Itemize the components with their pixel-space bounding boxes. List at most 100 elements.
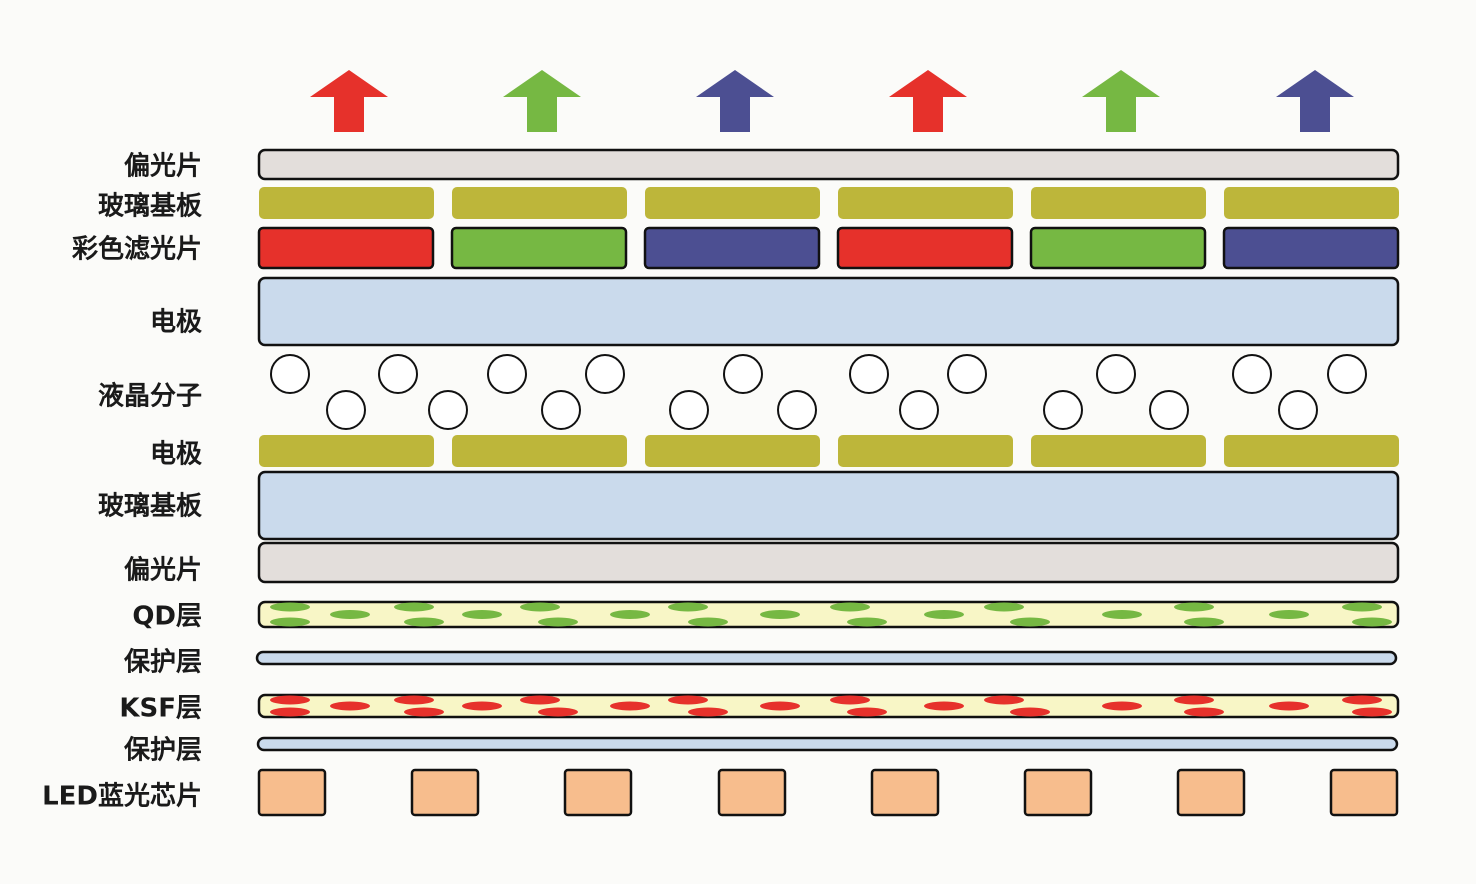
label-liquid-crystal: 液晶分子: [97, 381, 202, 412]
glass-substrate-segment: [452, 187, 627, 219]
ksf-phosphor-particle: [1174, 695, 1214, 705]
ksf-phosphor-particle: [270, 695, 310, 705]
glass-substrate-segment: [259, 187, 434, 219]
led-blue-chip: [410, 768, 480, 817]
liquid-crystal-molecule: [270, 354, 310, 394]
electrode-bottom-segment: [259, 435, 434, 467]
light-arrow-green: [503, 70, 581, 132]
ksf-phosphor-particle: [610, 701, 650, 711]
polarizer-bottom: [257, 541, 1400, 584]
polarizer-top: [257, 148, 1400, 181]
quantum-dot-particle: [1342, 602, 1382, 612]
glass-substrate-segment: [838, 187, 1013, 219]
label-glass-top: 玻璃基板: [97, 191, 202, 222]
liquid-crystal-molecule: [428, 390, 468, 430]
liquid-crystal-molecule: [669, 390, 709, 430]
light-arrow-blue: [696, 70, 774, 132]
quantum-dot-particle: [270, 602, 310, 612]
label-ksf-layer: KSF层: [119, 693, 202, 724]
label-qd-layer: QD层: [132, 601, 202, 632]
liquid-crystal-molecule: [585, 354, 625, 394]
led-blue-chip: [257, 768, 327, 817]
ksf-phosphor-particle: [1269, 701, 1309, 711]
color-filter-green: [1029, 226, 1207, 270]
ksf-phosphor-particle: [1102, 701, 1142, 711]
liquid-crystal-molecule: [541, 390, 581, 430]
quantum-dot-particle: [1269, 610, 1309, 619]
label-protect-1: 保护层: [123, 647, 202, 678]
quantum-dot-particle: [1352, 617, 1392, 627]
light-arrow-blue: [1276, 70, 1354, 132]
color-filter-red: [836, 226, 1014, 270]
quantum-dot-particle: [688, 617, 728, 627]
ksf-phosphor-particle: [404, 707, 444, 717]
ksf-phosphor-particle: [1184, 707, 1224, 717]
ksf-phosphor-particle: [830, 695, 870, 705]
label-glass-bottom: 玻璃基板: [97, 491, 202, 522]
led-blue-chip: [1176, 768, 1246, 817]
ksf-phosphor-particle: [462, 701, 502, 711]
liquid-crystal-molecule: [849, 354, 889, 394]
ksf-phosphor-particle: [270, 707, 310, 717]
glass-substrate-segment: [1224, 187, 1399, 219]
quantum-dot-particle: [924, 610, 964, 619]
quantum-dot-particle: [1010, 617, 1050, 627]
quantum-dot-particle: [830, 602, 870, 612]
liquid-crystal-molecule: [947, 354, 987, 394]
ksf-phosphor-particle: [538, 707, 578, 717]
quantum-dot-particle: [1102, 610, 1142, 619]
electrode-bottom-segment: [452, 435, 627, 467]
quantum-dot-particle: [462, 610, 502, 619]
color-filter-green: [450, 226, 628, 270]
liquid-crystal-molecule: [1327, 354, 1367, 394]
electrode-bottom-segment: [1031, 435, 1206, 467]
liquid-crystal-molecule: [378, 354, 418, 394]
quantum-dot-particle: [847, 617, 887, 627]
ksf-phosphor-particle: [847, 707, 887, 717]
quantum-dot-particle: [668, 602, 708, 612]
electrode-bottom-segment: [645, 435, 820, 467]
ksf-phosphor-particle: [924, 701, 964, 711]
ksf-phosphor-particle: [1010, 707, 1050, 717]
quantum-dot-particle: [1184, 617, 1224, 627]
electrode-bottom-segment: [838, 435, 1013, 467]
quantum-dot-particle: [404, 617, 444, 627]
color-filter-blue: [1222, 226, 1400, 270]
light-arrow-red: [889, 70, 967, 132]
protective-layer-2: [256, 736, 1399, 752]
light-arrow-green: [1082, 70, 1160, 132]
glass-substrate-bottom: [257, 470, 1400, 541]
light-arrow-red: [310, 70, 388, 132]
protective-layer-1: [255, 650, 1398, 666]
quantum-dot-particle: [394, 602, 434, 612]
liquid-crystal-molecule: [1043, 390, 1083, 430]
color-filter-blue: [643, 226, 821, 270]
label-electrode-bottom: 电极: [149, 439, 202, 470]
glass-substrate-segment: [1031, 187, 1206, 219]
label-polarizer-bottom: 偏光片: [123, 555, 202, 586]
liquid-crystal-molecule: [487, 354, 527, 394]
electrode-bottom-segment: [1224, 435, 1399, 467]
label-protect-2: 保护层: [123, 735, 202, 766]
ksf-phosphor-particle: [1342, 695, 1382, 705]
liquid-crystal-molecule: [1149, 390, 1189, 430]
led-blue-chip: [563, 768, 633, 817]
quantum-dot-particle: [984, 602, 1024, 612]
label-color-filter: 彩色滤光片: [71, 234, 202, 265]
ksf-phosphor-particle: [394, 695, 434, 705]
quantum-dot-particle: [270, 617, 310, 627]
electrode-top: [257, 276, 1400, 347]
led-blue-chip: [1329, 768, 1399, 817]
liquid-crystal-molecule: [1278, 390, 1318, 430]
liquid-crystal-molecule: [899, 390, 939, 430]
liquid-crystal-molecule: [1232, 354, 1272, 394]
quantum-dot-particle: [1174, 602, 1214, 612]
quantum-dot-particle: [538, 617, 578, 627]
led-blue-chip: [717, 768, 787, 817]
quantum-dot-particle: [610, 610, 650, 619]
label-polarizer-top: 偏光片: [123, 151, 202, 182]
ksf-phosphor-particle: [984, 695, 1024, 705]
ksf-phosphor-particle: [330, 701, 370, 711]
led-blue-chip: [1023, 768, 1093, 817]
